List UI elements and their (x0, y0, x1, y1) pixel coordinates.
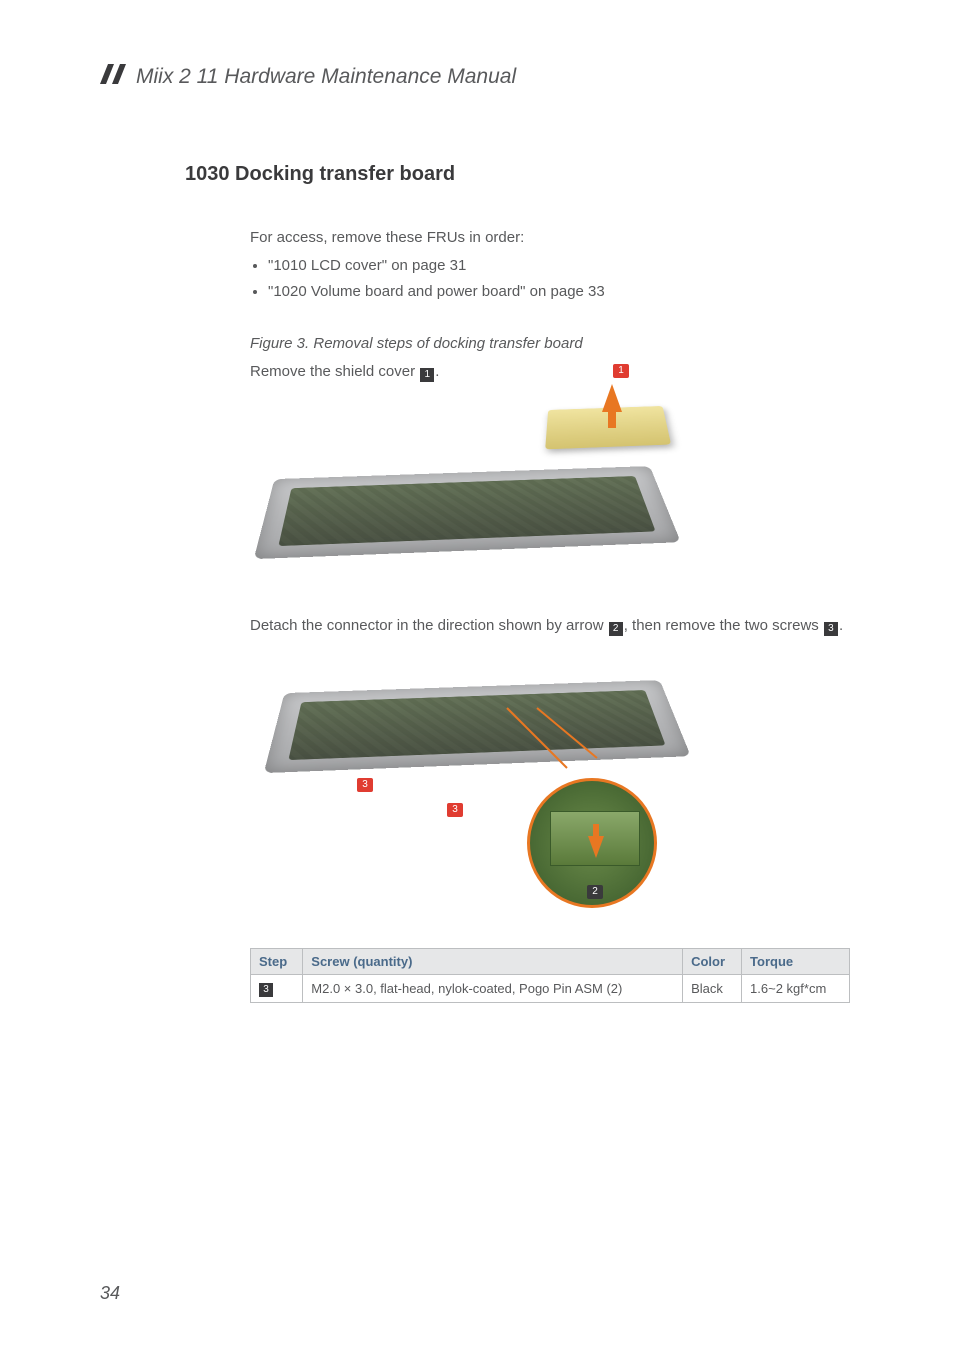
fru-item: "1020 Volume board and power board" on p… (268, 280, 854, 304)
th-torque: Torque (742, 949, 850, 975)
fru-list: "1010 LCD cover" on page 31 "1020 Volume… (250, 254, 854, 304)
zoom-circle: 2 (527, 778, 657, 908)
figure-2: 3 3 2 (267, 648, 687, 918)
step1-pre: Remove the shield cover (250, 363, 419, 380)
header-logo-icon (100, 60, 128, 93)
arrow-down-icon (588, 836, 604, 858)
step1-text: Remove the shield cover 1. (250, 360, 854, 384)
step2-mid: , then remove the two screws (624, 617, 823, 634)
td-color: Black (683, 975, 742, 1003)
section-title: 1030 Docking transfer board (185, 163, 854, 186)
header-title: Miix 2 11 Hardware Maintenance Manual (136, 65, 516, 89)
th-step: Step (251, 949, 303, 975)
page-header: Miix 2 11 Hardware Maintenance Manual (100, 60, 854, 93)
step2-text: Detach the connector in the direction sh… (250, 614, 854, 638)
marker-2-icon: 2 (609, 622, 623, 636)
step2-post: . (839, 617, 843, 634)
td-step: 3 (251, 975, 303, 1003)
th-color: Color (683, 949, 742, 975)
intro-text: For access, remove these FRUs in order: (250, 226, 854, 250)
device-body-illustration-2 (264, 680, 691, 773)
page-number: 34 (100, 1283, 120, 1304)
marker-1-icon: 1 (420, 368, 434, 382)
screw-table: Step Screw (quantity) Color Torque 3 M2.… (250, 948, 850, 1003)
figure-1: 1 (257, 394, 697, 584)
table-row: 3 M2.0 × 3.0, flat-head, nylok-coated, P… (251, 975, 850, 1003)
table-header-row: Step Screw (quantity) Color Torque (251, 949, 850, 975)
marker-3-icon: 3 (824, 622, 838, 636)
td-torque: 1.6~2 kgf*cm (742, 975, 850, 1003)
th-screw: Screw (quantity) (303, 949, 683, 975)
page: Miix 2 11 Hardware Maintenance Manual 10… (0, 0, 954, 1354)
callout-3a: 3 (357, 778, 373, 792)
callout-3b: 3 (447, 803, 463, 817)
arrow-up-icon (602, 384, 622, 412)
callout-1: 1 (613, 364, 629, 378)
body-content: For access, remove these FRUs in order: … (250, 226, 854, 384)
td-screw: M2.0 × 3.0, flat-head, nylok-coated, Pog… (303, 975, 683, 1003)
step-marker-icon: 3 (259, 983, 273, 997)
fru-item: "1010 LCD cover" on page 31 (268, 254, 854, 278)
body-content-2: Detach the connector in the direction sh… (250, 614, 854, 638)
callout-2: 2 (587, 885, 603, 899)
step1-post: . (435, 363, 439, 380)
figure-caption: Figure 3. Removal steps of docking trans… (250, 332, 854, 356)
step2-pre: Detach the connector in the direction sh… (250, 617, 608, 634)
device-body-illustration (254, 466, 681, 559)
